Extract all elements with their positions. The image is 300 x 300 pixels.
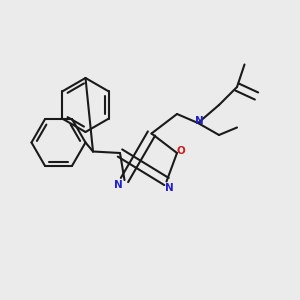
Text: N: N [113, 180, 122, 190]
Text: O: O [176, 146, 185, 157]
Text: N: N [195, 116, 204, 127]
Text: N: N [164, 183, 173, 193]
